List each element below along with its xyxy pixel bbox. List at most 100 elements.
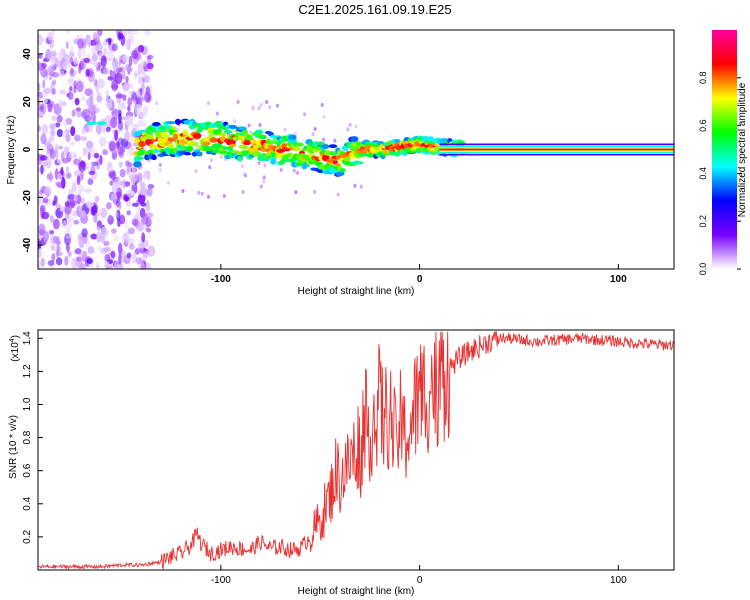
heatmap-noise-cell	[76, 256, 83, 262]
heatmap-noise-cell	[257, 161, 261, 166]
heatmap-noise-cell	[38, 53, 43, 59]
heatmap-ridge-cell	[322, 144, 330, 149]
heatmap-noise-cell	[50, 123, 56, 131]
heatmap-noise-cell	[42, 79, 46, 89]
heatmap-noise-cell	[45, 141, 52, 147]
heatmap-ridge-cell	[335, 171, 345, 177]
heatmap-noise-cell	[322, 137, 326, 142]
heatmap-ridge-cell	[145, 133, 154, 140]
heatmap-noise-cell	[145, 86, 151, 97]
heatmap-noise-cell	[142, 121, 146, 128]
heatmap-noise-cell	[58, 98, 63, 108]
heatmap-noise-cell	[143, 30, 152, 36]
heatmap-noise-cell	[51, 30, 56, 35]
heatmap-noise-cell	[72, 158, 81, 166]
heatmap-noise-cell	[87, 246, 95, 255]
heatmap-noise-cell	[279, 167, 283, 172]
heatmap-noise-cell	[57, 173, 63, 181]
heatmap-noise-cell	[38, 223, 46, 236]
heatmap-noise-cell	[54, 122, 61, 128]
heatmap-noise-cell	[135, 257, 142, 265]
heatmap-noise-cell	[140, 259, 147, 269]
heatmap-noise-cell	[208, 165, 212, 170]
heatmap-noise-cell	[67, 193, 76, 200]
heatmap-ridge-cell	[192, 133, 202, 138]
heatmap-noise-cell	[62, 120, 67, 127]
heatmap-noise-cell	[146, 187, 153, 197]
heatmap-noise-cell	[73, 169, 81, 177]
spectrogram-y-tick-label: 40	[22, 48, 33, 60]
heatmap-noise-cell	[43, 87, 52, 94]
spectrogram-y-tick-label: -40	[22, 237, 33, 252]
heatmap-noise-cell	[71, 109, 76, 117]
heatmap-noise-cell	[120, 65, 126, 78]
heatmap-ridge-cell	[326, 158, 335, 163]
heatmap-noise-cell	[207, 101, 211, 106]
heatmap-noise-cell	[76, 205, 83, 218]
heatmap-noise-cell	[119, 168, 126, 178]
heatmap-noise-cell	[294, 190, 298, 195]
heatmap-noise-cell	[268, 105, 272, 110]
heatmap-ridge-cell	[350, 136, 359, 143]
snr-y-tick-label: 0.4	[22, 496, 33, 510]
heatmap-ridge-cell	[293, 146, 301, 152]
heatmap-noise-cell	[80, 95, 86, 102]
heatmap-noise-cell	[56, 115, 63, 123]
heatmap-noise-cell	[137, 96, 145, 102]
colorbar-tick-label: 0.2	[698, 215, 708, 228]
heatmap-noise-cell	[86, 258, 93, 265]
heatmap-noise-cell	[58, 51, 64, 62]
heatmap-noise-cell	[56, 181, 64, 188]
heatmap-noise-cell	[87, 178, 94, 186]
heatmap-noise-cell	[52, 218, 60, 230]
heatmap-noise-cell	[242, 172, 246, 177]
heatmap-noise-cell	[100, 207, 108, 219]
heatmap-noise-cell	[68, 216, 74, 223]
heatmap-ridge-cell	[135, 156, 144, 160]
heatmap-noise-cell	[106, 162, 113, 174]
heatmap-noise-cell	[139, 187, 147, 196]
heatmap-noise-cell	[353, 183, 357, 188]
heatmap-noise-cell	[124, 129, 130, 141]
heatmap-noise-cell	[78, 61, 85, 71]
heatmap-noise-cell	[88, 170, 96, 176]
heatmap-ridge-cell	[151, 154, 157, 161]
heatmap-noise-cell	[292, 168, 296, 173]
heatmap-noise-cell	[51, 87, 56, 95]
heatmap-noise-cell	[105, 102, 113, 107]
heatmap-noise-cell	[132, 123, 140, 130]
spectrogram-x-tick-label: 100	[610, 274, 627, 285]
heatmap-ridge-cell	[172, 133, 179, 140]
heatmap-noise-cell	[110, 117, 118, 129]
heatmap-noise-cell	[120, 138, 129, 148]
heatmap-noise-cell	[70, 126, 76, 137]
heatmap-ridge-cell	[202, 141, 211, 146]
heatmap-noise-cell	[117, 31, 122, 41]
heatmap-noise-cell	[141, 82, 145, 92]
heatmap-noise-cell	[71, 257, 77, 269]
heatmap-noise-cell	[47, 198, 52, 206]
heatmap-noise-cell	[194, 168, 198, 173]
heatmap-noise-cell	[265, 99, 269, 104]
heatmap-noise-cell	[126, 210, 131, 216]
heatmap-noise-cell	[136, 223, 144, 232]
heatmap-noise-cell	[58, 58, 63, 71]
heatmap-ridge-cell	[241, 145, 248, 150]
heatmap-ridge-cell	[193, 149, 201, 153]
heatmap-noise-cell	[348, 122, 352, 127]
heatmap-noise-cell	[53, 195, 58, 205]
colorbar-tick-label: 0.6	[698, 119, 708, 132]
heatmap-noise-cell	[99, 154, 103, 165]
spectrogram-x-label: Height of straight line (km)	[298, 286, 415, 297]
heatmap-noise-cell	[60, 166, 64, 176]
heatmap-noise-cell	[91, 53, 98, 62]
heatmap-noise-cell	[64, 201, 70, 208]
heatmap-noise-cell	[283, 127, 287, 132]
heatmap-noise-cell	[69, 45, 74, 57]
heatmap-noise-cell	[47, 103, 53, 113]
heatmap-noise-cell	[38, 109, 41, 119]
heatmap-noise-cell	[66, 222, 73, 229]
heatmap-noise-cell	[83, 57, 91, 63]
heatmap-ridge-cell	[186, 145, 194, 152]
heatmap-noise-cell	[127, 227, 136, 235]
